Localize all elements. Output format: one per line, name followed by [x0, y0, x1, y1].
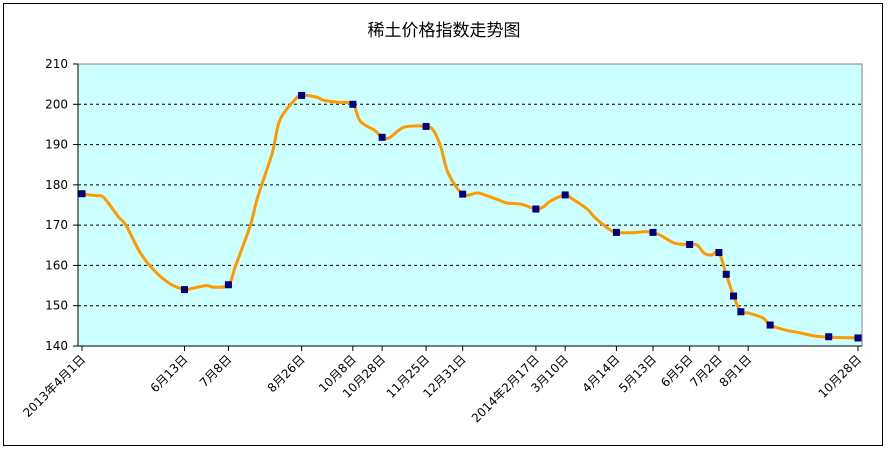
y-tick-label: 150: [45, 299, 68, 313]
data-point-marker: [825, 333, 833, 341]
x-tick-label: 6月5日: [658, 352, 696, 390]
series-price-index: [78, 91, 862, 342]
data-point-marker: [612, 228, 620, 236]
x-axis: 2013年4月1日 6月13日 7月8日 8月26日 10月8日10月28日11月25日…: [20, 345, 864, 425]
data-point-marker: [854, 334, 862, 342]
series-line: [81, 93, 859, 340]
data-point-marker: [422, 122, 430, 130]
x-tick-label: 7月8日: [197, 352, 235, 390]
data-point-marker: [766, 321, 774, 329]
data-point-marker: [180, 286, 188, 294]
data-point-marker: [649, 228, 657, 236]
grid-lines: [78, 103, 862, 307]
data-point-marker: [532, 205, 540, 213]
data-point-marker: [561, 191, 569, 199]
x-tick-label: 8月26日: [265, 352, 308, 395]
y-tick-label: 190: [45, 138, 68, 152]
x-tick-label: 10月28日: [816, 352, 864, 400]
y-tick-label: 210: [45, 57, 68, 71]
x-tick-label: 2013年4月1日: [20, 352, 88, 420]
y-tick-label: 180: [45, 178, 68, 192]
plot-area: [77, 63, 863, 347]
data-point-marker: [715, 249, 723, 257]
x-tick-label: 7月2日: [687, 352, 725, 390]
data-point-marker: [686, 240, 694, 248]
data-point-marker: [378, 133, 386, 141]
y-tick-label: 140: [45, 339, 68, 353]
data-point-marker: [730, 292, 738, 300]
data-point-marker: [349, 100, 357, 108]
data-point-marker: [737, 308, 745, 316]
chart-title: 稀土价格指数走势图: [368, 21, 521, 41]
data-point-marker: [298, 91, 306, 99]
data-point-marker: [224, 281, 232, 289]
y-tick-label: 200: [45, 97, 68, 111]
x-tick-label: 4月14日: [579, 352, 622, 395]
x-tick-label: 6月13日: [148, 352, 191, 395]
x-tick-label: 8月1日: [717, 352, 755, 390]
y-tick-label: 170: [45, 218, 68, 232]
x-tick-label: 5月13日: [616, 352, 659, 395]
data-point-marker: [459, 190, 467, 198]
y-tick-label: 160: [45, 258, 68, 272]
data-point-marker: [78, 190, 86, 198]
y-axis: 140 150 160 170 180 190 200 210: [45, 57, 79, 353]
data-point-marker: [722, 270, 730, 278]
